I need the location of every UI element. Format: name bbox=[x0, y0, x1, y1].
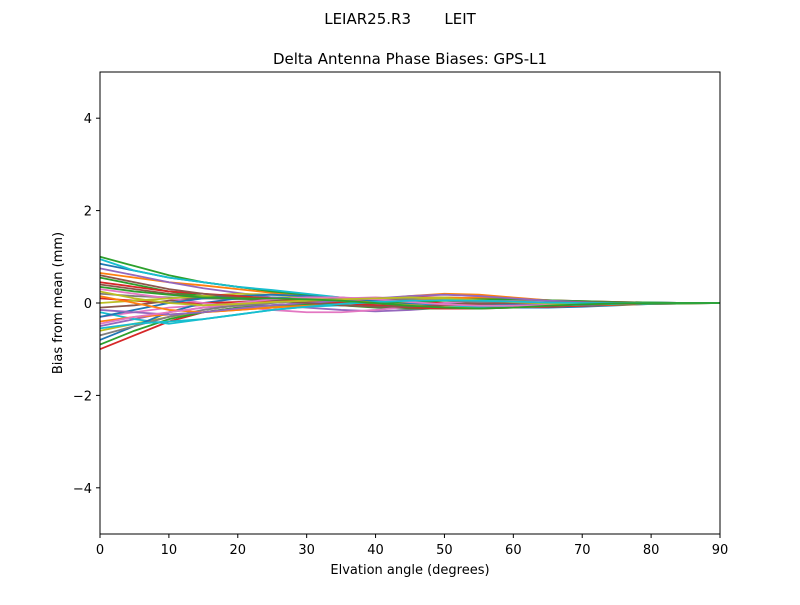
x-tick-label: 60 bbox=[505, 543, 522, 558]
x-tick-label: 70 bbox=[574, 543, 591, 558]
x-tick-label: 30 bbox=[298, 543, 315, 558]
y-tick-label: 0 bbox=[84, 297, 92, 312]
x-axis-label: Elvation angle (degrees) bbox=[330, 563, 489, 578]
figure-suptitle: LEIAR25.R3 LEIT bbox=[324, 10, 476, 28]
y-tick-label: 4 bbox=[84, 112, 92, 127]
y-tick-label: −2 bbox=[73, 389, 92, 404]
chart-title: Delta Antenna Phase Biases: GPS-L1 bbox=[273, 50, 547, 68]
x-tick-label: 50 bbox=[436, 543, 453, 558]
x-axis: 0 10 20 30 40 50 60 70 80 90 bbox=[96, 534, 728, 558]
x-tick-label: 0 bbox=[96, 543, 104, 558]
y-tick-label: −4 bbox=[73, 482, 92, 497]
y-axis-label: Bias from mean (mm) bbox=[51, 232, 66, 374]
x-tick-label: 80 bbox=[643, 543, 660, 558]
x-tick-label: 90 bbox=[712, 543, 729, 558]
x-tick-label: 40 bbox=[367, 543, 384, 558]
x-tick-label: 10 bbox=[161, 543, 178, 558]
x-tick-label: 20 bbox=[230, 543, 247, 558]
y-tick-label: 2 bbox=[84, 205, 92, 220]
series-layer bbox=[99, 255, 721, 351]
y-axis: −4 −2 0 2 4 bbox=[73, 112, 100, 497]
series-line-30 bbox=[99, 285, 720, 310]
